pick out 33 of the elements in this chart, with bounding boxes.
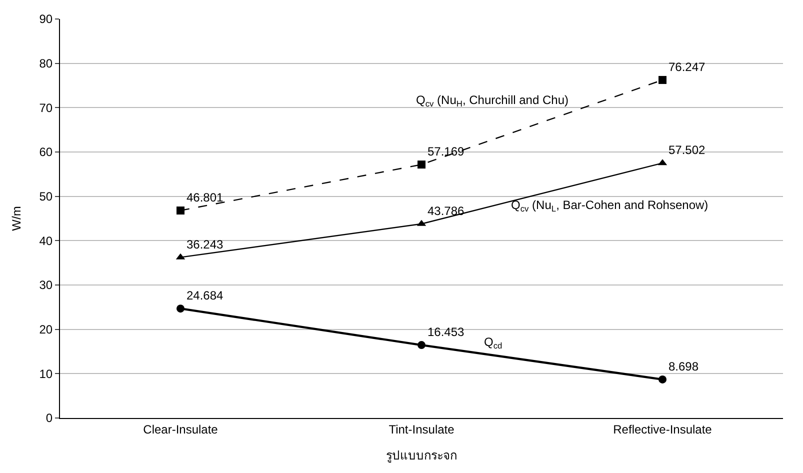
- series-label: Q$_{cv}$ (Nu$_{H}$, Churchill and Chu): [416, 93, 569, 109]
- y-tick-label: 20: [39, 322, 53, 337]
- data-label: 36.243: [186, 237, 224, 252]
- x-tick-label: Reflective-Insulate: [613, 422, 712, 436]
- y-tick-label: 30: [39, 278, 53, 292]
- y-axis-title: W/m: [10, 206, 24, 231]
- data-label: 57.502: [668, 143, 706, 158]
- data-label: 57.169: [428, 144, 465, 159]
- point: [658, 375, 666, 384]
- y-tick-label: 0: [46, 411, 53, 426]
- y-tick-label: 70: [39, 100, 53, 115]
- x-axis-title: รูปแบบกระจก: [386, 448, 457, 464]
- series-label: Q$_{cv}$ (Nu$_{L}$, Bar-Cohen and Rohsenow): [511, 198, 708, 214]
- data-label: 16.453: [428, 325, 465, 340]
- point: [176, 304, 184, 313]
- point: [418, 341, 426, 350]
- point: [658, 76, 666, 84]
- x-tick-label: Tint-Insulate: [388, 422, 455, 436]
- data-label: 76.247: [668, 60, 706, 74]
- point: [418, 160, 426, 169]
- y-tick-label: 80: [39, 56, 53, 71]
- y-tick-label: 40: [39, 234, 53, 248]
- x-tick-label: Clear-Insulate: [143, 422, 218, 436]
- data-label: 24.684: [186, 288, 224, 303]
- y-tick-label: 10: [39, 366, 53, 381]
- data-label: 43.786: [428, 204, 465, 218]
- y-tick-label: 90: [39, 12, 53, 26]
- y-tick-label: 60: [39, 145, 53, 160]
- data-label: 46.801: [186, 190, 224, 205]
- series-label: Q$_{cd}$: [484, 335, 503, 351]
- point: [176, 206, 184, 215]
- y-tick-label: 50: [39, 190, 53, 204]
- data-label: 8.698: [668, 359, 699, 374]
